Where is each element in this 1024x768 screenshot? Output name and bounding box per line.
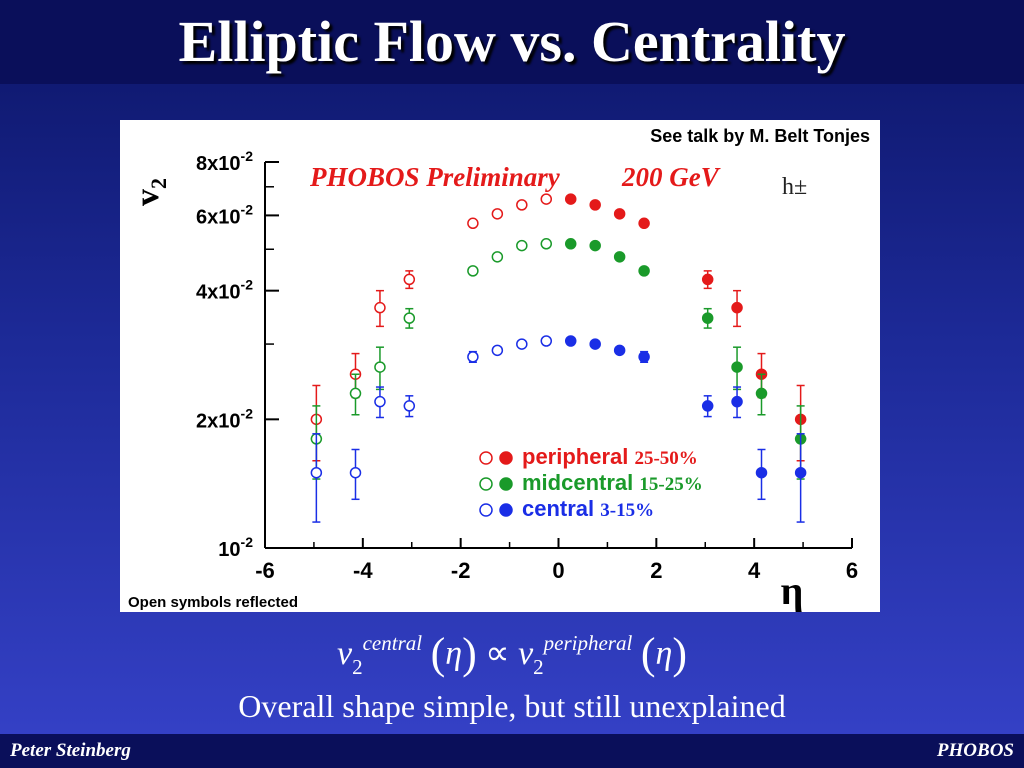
formula-relation: ∝ (485, 635, 510, 672)
slide-title: Elliptic Flow vs. Centrality (178, 9, 846, 74)
formula-rhs-sub: 2 (533, 655, 544, 679)
peripheral-filled-point (613, 208, 626, 220)
legend-entry: peripheral 25-50% (522, 444, 698, 469)
central-filled-point (731, 395, 743, 408)
legend-entry: midcentral 15-25% (522, 470, 703, 495)
proportionality-formula: v2central (η) ∝ v2peripheral (η) (337, 629, 687, 679)
peripheral-filled-point (731, 301, 743, 314)
energy-label: 200 GeV (621, 162, 721, 192)
midcentral-filled-point (564, 238, 577, 250)
central-open-point (467, 351, 479, 363)
midcentral-open-point (467, 265, 479, 277)
midcentral-filled-point (613, 251, 626, 263)
x-tick-label: 0 (552, 558, 564, 583)
formula-rhs-sup: peripheral (543, 631, 633, 655)
midcentral-open-point (491, 251, 504, 263)
y-tick-label: 2x10-2 (196, 405, 253, 432)
legend-open-marker (479, 503, 493, 517)
y-tick-label: 4x10-2 (196, 277, 253, 304)
midcentral-filled-point (638, 265, 650, 277)
footer-experiment: PHOBOS (936, 740, 1014, 761)
peripheral-filled-point (564, 193, 577, 205)
peripheral-open-point (540, 193, 553, 205)
peripheral-open-point (516, 199, 528, 211)
central-open-point (374, 395, 386, 408)
reference-note: See talk by M. Belt Tonjes (650, 126, 870, 146)
preliminary-label: PHOBOS Preliminary (309, 162, 561, 192)
peripheral-filled-point (701, 273, 714, 286)
formula-rhs-var: v (518, 635, 534, 672)
formula-lhs-sub: 2 (352, 655, 363, 679)
x-tick-label: 2 (650, 558, 662, 583)
central-filled-point (794, 466, 807, 479)
midcentral-filled-point (589, 239, 601, 252)
peripheral-filled-point (638, 217, 650, 230)
y-tick-label: 8x10-2 (196, 148, 253, 175)
y-tick-label: 6x10-2 (196, 201, 253, 228)
legend-entry: central 3-15% (522, 496, 654, 521)
title-bar (0, 0, 1024, 84)
x-tick-label: 4 (748, 558, 761, 583)
v2-vs-eta-chart: -6 -4 -2 0 2 4 6 8x10-2 6x10-2 4x10-2 2x10-2 10-2 v2… (128, 126, 870, 612)
central-filled-point (638, 351, 650, 363)
formula-rhs-arg: η (655, 635, 673, 672)
x-axis-title: η (781, 568, 804, 612)
legend-open-marker (479, 477, 493, 491)
midcentral-filled-point (701, 312, 714, 324)
central-open-point (540, 335, 553, 347)
reflection-note: Open symbols reflected (128, 594, 298, 611)
midcentral-open-point (349, 387, 362, 400)
legend-filled-marker (499, 477, 513, 491)
central-filled-point (564, 335, 577, 347)
slide-subtitle: Overall shape simple, but still unexplai… (238, 688, 786, 724)
formula-lhs-sup: central (362, 631, 423, 655)
legend-open-marker (479, 451, 493, 465)
formula-lhs-arg: η (445, 635, 463, 672)
central-filled-point (755, 466, 768, 479)
midcentral-open-point (516, 239, 528, 252)
legend-filled-marker (499, 451, 513, 465)
plot-panel: -6 -4 -2 0 2 4 6 8x10-2 6x10-2 4x10-2 2x10-2 10-2 v2… (120, 120, 880, 612)
particle-label: h± (782, 174, 807, 200)
x-tick-label: -2 (451, 558, 471, 583)
midcentral-open-point (403, 312, 416, 324)
midcentral-open-point (540, 238, 553, 250)
peripheral-open-point (374, 301, 386, 314)
midcentral-filled-point (755, 387, 768, 400)
x-tick-label: -6 (255, 558, 275, 583)
footer-author: Peter Steinberg (10, 740, 131, 761)
central-filled-point (589, 338, 601, 350)
midcentral-filled-point (731, 361, 743, 373)
central-open-point (310, 466, 323, 479)
formula-lhs-var: v (337, 635, 353, 672)
central-open-point (403, 400, 416, 412)
central-open-point (516, 338, 528, 350)
footer-bar: Peter Steinberg PHOBOS (0, 734, 1024, 768)
legend-filled-marker (499, 503, 513, 517)
y-axis-title: v2 (129, 178, 171, 206)
midcentral-open-point (374, 361, 386, 373)
y-tick-label: 10-2 (218, 534, 253, 561)
x-tick-label: -4 (353, 558, 373, 583)
peripheral-open-point (403, 273, 416, 286)
peripheral-open-point (467, 217, 479, 230)
peripheral-open-point (491, 208, 504, 220)
peripheral-filled-point (589, 199, 601, 211)
central-open-point (349, 466, 362, 479)
central-filled-point (613, 344, 626, 357)
central-open-point (491, 344, 504, 357)
x-tick-label: 6 (846, 558, 858, 583)
central-filled-point (701, 400, 714, 412)
